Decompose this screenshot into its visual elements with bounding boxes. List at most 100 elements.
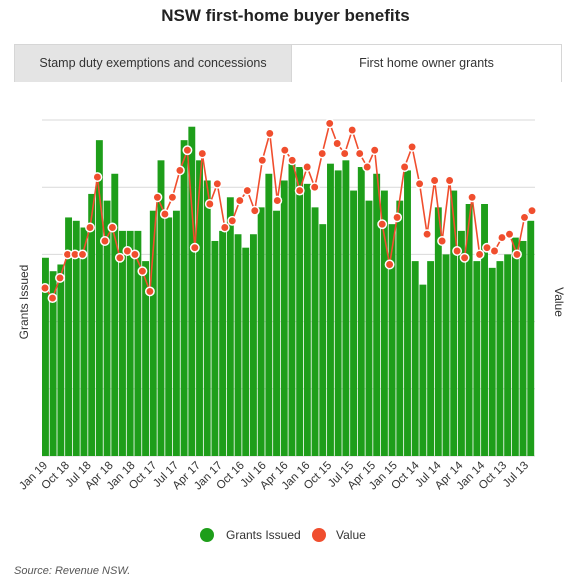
bar[interactable] (157, 160, 165, 456)
bar[interactable] (311, 207, 319, 456)
bar[interactable] (119, 230, 126, 456)
bar[interactable] (280, 180, 288, 457)
value-point[interactable] (159, 209, 170, 220)
bar[interactable] (350, 190, 358, 456)
bar[interactable] (373, 173, 381, 456)
bar[interactable] (473, 261, 481, 456)
value-point[interactable] (324, 118, 335, 129)
bar[interactable] (334, 170, 342, 456)
bar[interactable] (380, 190, 388, 456)
bar[interactable] (103, 200, 111, 456)
tab-stamp-duty[interactable]: Stamp duty exemptions and concessions (15, 45, 291, 82)
value-point[interactable] (279, 145, 290, 156)
bar[interactable] (172, 210, 180, 456)
value-point[interactable] (144, 286, 155, 297)
value-point[interactable] (377, 219, 388, 230)
value-point[interactable] (437, 236, 448, 246)
bar[interactable] (111, 173, 119, 456)
bar[interactable] (203, 180, 211, 457)
bar[interactable] (65, 217, 73, 456)
value-point[interactable] (174, 165, 185, 176)
bar[interactable] (519, 240, 527, 456)
value-point[interactable] (287, 155, 298, 166)
bar[interactable] (211, 240, 219, 456)
bar[interactable] (165, 217, 173, 456)
bar[interactable] (319, 224, 327, 456)
value-point[interactable] (429, 175, 440, 186)
value-point[interactable] (204, 199, 215, 209)
bar[interactable] (450, 190, 458, 456)
value-point[interactable] (302, 162, 313, 172)
value-point[interactable] (332, 138, 343, 149)
value-point[interactable] (182, 145, 193, 156)
value-point[interactable] (107, 222, 118, 233)
bar[interactable] (180, 140, 188, 456)
bar[interactable] (234, 234, 242, 456)
bar[interactable] (257, 207, 265, 456)
value-point[interactable] (392, 212, 403, 223)
value-point[interactable] (339, 148, 350, 159)
bar[interactable] (488, 267, 496, 456)
bar[interactable] (72, 220, 80, 456)
bar[interactable] (57, 264, 65, 456)
bar[interactable] (226, 197, 234, 456)
value-point[interactable] (399, 162, 410, 172)
value-point[interactable] (47, 293, 58, 304)
bar[interactable] (357, 167, 365, 457)
value-point[interactable] (444, 175, 455, 186)
bar[interactable] (481, 204, 488, 456)
value-point[interactable] (152, 192, 163, 203)
value-point[interactable] (414, 178, 425, 189)
bar[interactable] (242, 247, 250, 456)
bar[interactable] (327, 163, 334, 456)
bar[interactable] (457, 230, 465, 456)
value-point[interactable] (504, 229, 515, 240)
value-point[interactable] (92, 172, 103, 183)
bar[interactable] (149, 210, 157, 456)
bar[interactable] (303, 183, 311, 456)
bar[interactable] (465, 204, 473, 456)
value-point[interactable] (242, 185, 253, 196)
tab-first-home-owner-grants[interactable]: First home owner grants (291, 45, 561, 82)
value-point[interactable] (197, 148, 208, 159)
bar[interactable] (427, 261, 435, 456)
value-point[interactable] (234, 195, 245, 206)
value-point[interactable] (489, 246, 500, 256)
bar[interactable] (496, 261, 504, 456)
bar[interactable] (49, 271, 57, 456)
value-point[interactable] (512, 249, 522, 260)
bar[interactable] (126, 230, 134, 456)
value-point[interactable] (99, 236, 110, 246)
bar[interactable] (249, 234, 257, 456)
bar[interactable] (434, 207, 442, 456)
bar[interactable] (388, 224, 396, 456)
value-point[interactable] (467, 192, 478, 203)
bar[interactable] (511, 237, 519, 456)
bar[interactable] (196, 160, 203, 456)
bar[interactable] (273, 210, 280, 456)
bar[interactable] (527, 220, 535, 456)
value-point[interactable] (264, 128, 275, 139)
bar[interactable] (134, 230, 142, 456)
value-point[interactable] (347, 125, 358, 136)
bar[interactable] (296, 167, 304, 457)
value-point[interactable] (129, 249, 140, 260)
value-point[interactable] (354, 148, 365, 159)
value-point[interactable] (55, 272, 65, 283)
bar[interactable] (404, 170, 411, 456)
value-point[interactable] (219, 222, 230, 233)
value-point[interactable] (85, 222, 95, 233)
bar[interactable] (411, 261, 419, 456)
value-point[interactable] (249, 205, 260, 216)
bar[interactable] (142, 261, 150, 456)
bar[interactable] (265, 173, 273, 456)
bar[interactable] (95, 140, 103, 456)
value-point[interactable] (309, 182, 320, 193)
bar[interactable] (396, 200, 404, 456)
bar[interactable] (80, 227, 88, 456)
value-point[interactable] (137, 266, 148, 277)
bar[interactable] (219, 230, 227, 456)
value-point[interactable] (294, 185, 305, 196)
value-point[interactable] (519, 212, 530, 223)
value-point[interactable] (527, 205, 537, 216)
